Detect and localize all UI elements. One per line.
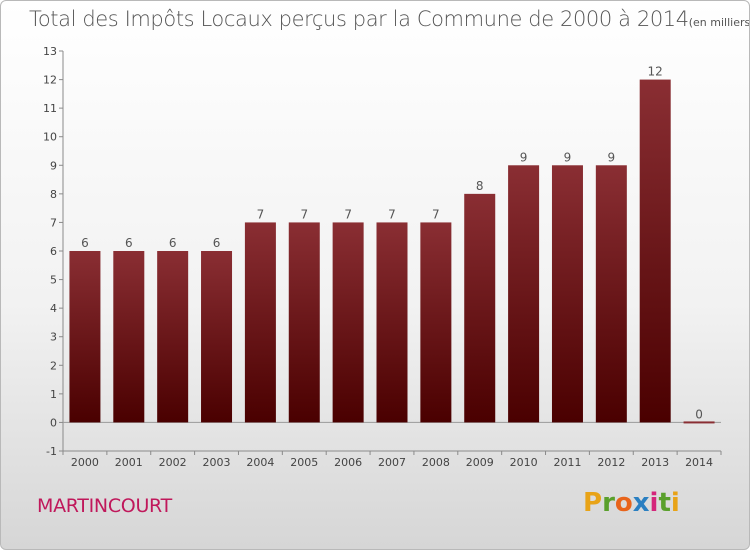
logo-letter: o	[614, 488, 633, 518]
value-label-2012: 9	[608, 150, 616, 164]
y-tick-label: 13	[43, 45, 57, 58]
bar-2010	[508, 165, 540, 423]
bar-2001	[113, 251, 145, 423]
x-tick-label: 2009	[466, 456, 494, 469]
value-label-2008: 7	[432, 207, 440, 221]
y-tick-label: 2	[50, 359, 57, 372]
bar-2013	[639, 79, 671, 423]
value-label-2003: 6	[213, 236, 221, 250]
x-tick-label: 2011	[553, 456, 581, 469]
value-label-2004: 7	[257, 207, 265, 221]
bar-2008	[420, 222, 452, 423]
y-tick-label: 6	[50, 245, 57, 258]
x-tick-label: 2001	[115, 456, 143, 469]
x-tick-label: 2014	[685, 456, 713, 469]
logo-letter: i	[649, 488, 659, 518]
y-tick-label: 12	[43, 74, 57, 87]
chart-title: Total des Impôts Locaux perçus par la Co…	[29, 7, 750, 31]
x-tick-label: 2012	[597, 456, 625, 469]
value-label-2010: 9	[520, 150, 528, 164]
x-tick-label: 2013	[641, 456, 669, 469]
y-tick-label: 8	[50, 188, 57, 201]
value-label-2007: 7	[388, 207, 396, 221]
x-tick-label: 2004	[246, 456, 274, 469]
bar-2006	[332, 222, 364, 423]
value-label-2002: 6	[169, 236, 177, 250]
bar-2002	[157, 251, 189, 423]
y-tick-label: 3	[50, 331, 57, 344]
value-label-2001: 6	[125, 236, 133, 250]
value-label-2011: 9	[564, 150, 572, 164]
logo-letter: P	[583, 488, 603, 518]
bar-2004	[244, 222, 276, 423]
bar-2000	[69, 251, 101, 423]
bar-2007	[376, 222, 408, 423]
value-label-2014: 0	[695, 407, 703, 421]
bar-2009	[464, 193, 496, 423]
y-tick-label: 4	[50, 302, 57, 315]
x-tick-label: 2002	[159, 456, 187, 469]
x-tick-label: 2005	[290, 456, 318, 469]
value-label-2013: 12	[648, 65, 663, 79]
x-tick-label: 2003	[203, 456, 231, 469]
bar-2005	[288, 222, 320, 423]
value-label-2006: 7	[344, 207, 352, 221]
x-tick-label: 2000	[71, 456, 99, 469]
chart-title-main: Total des Impôts Locaux perçus par la Co…	[29, 7, 689, 31]
bar-2014	[683, 421, 715, 424]
x-tick-label: 2006	[334, 456, 362, 469]
logo-letter: r	[602, 488, 615, 518]
x-tick-label: 2007	[378, 456, 406, 469]
y-tick-label: 9	[50, 159, 57, 172]
y-tick-label: 11	[43, 102, 57, 115]
chart-title-unit: (en milliers d'€)	[688, 16, 750, 29]
y-tick-label: 0	[50, 416, 57, 429]
bar-2003	[201, 251, 233, 423]
logo-letter: t	[658, 488, 671, 518]
bars	[69, 79, 715, 424]
value-label-2009: 8	[476, 179, 484, 193]
x-tick-label: 2008	[422, 456, 450, 469]
proxiti-logo: Proxiti	[583, 488, 680, 518]
value-label-2000: 6	[81, 236, 89, 250]
value-label-2005: 7	[300, 207, 308, 221]
logo-letter: i	[670, 488, 680, 518]
x-tick-label: 2010	[510, 456, 538, 469]
commune-name: MARTINCOURT	[37, 495, 172, 517]
y-tick-label: 7	[50, 216, 57, 229]
y-tick-label: -1	[46, 445, 57, 458]
y-tick-label: 5	[50, 274, 57, 287]
y-tick-label: 10	[43, 131, 57, 144]
bar-2011	[551, 165, 583, 423]
y-tick-label: 1	[50, 388, 57, 401]
logo-letter: x	[632, 488, 650, 518]
bar-2012	[595, 165, 627, 423]
labels: 6 6 6 6 7 7 7 7 7 8 9 9 9 12 0	[81, 65, 703, 422]
